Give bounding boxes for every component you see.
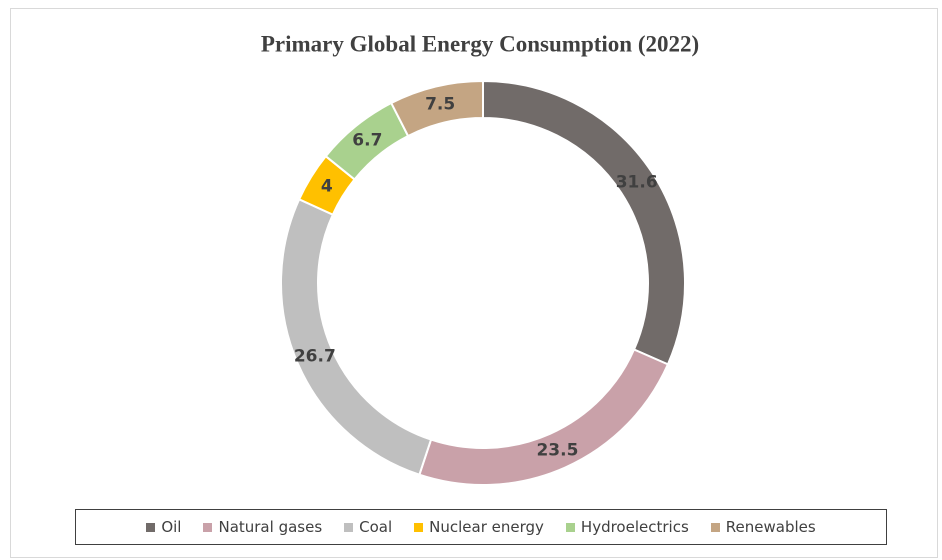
legend-item: Coal — [344, 518, 392, 536]
legend-swatch — [710, 522, 720, 532]
data-label: 26.7 — [294, 346, 336, 366]
legend-item: Natural gases — [203, 518, 322, 536]
legend-label: Natural gases — [218, 518, 323, 536]
legend: Oil Natural gases Coal Nuclear energy Hydroe… — [75, 509, 887, 545]
chart-title: Primary Global Energy Consumption (2022) — [261, 31, 699, 56]
legend-label: Nuclear energy — [429, 518, 544, 536]
doughnut-segment — [482, 79, 686, 366]
data-label: 7.5 — [425, 95, 455, 115]
legend-item: Renewables — [710, 518, 816, 536]
legend-swatch — [414, 522, 424, 532]
doughnut-segment — [418, 348, 670, 486]
data-label: 23.5 — [536, 441, 578, 461]
data-label: 31.6 — [616, 173, 658, 193]
legend-swatch — [565, 522, 575, 532]
legend-label: Oil — [161, 518, 182, 536]
chart-frame — [10, 8, 938, 558]
data-label: 4 — [321, 177, 333, 197]
legend-label: Coal — [359, 518, 393, 536]
data-label: 6.7 — [352, 131, 382, 151]
doughnut-segment — [389, 79, 484, 138]
doughnut-segment — [280, 197, 433, 476]
legend-swatch — [344, 522, 354, 532]
legend-swatch — [203, 522, 213, 532]
legend-item: Hydroelectrics — [565, 518, 689, 536]
legend-swatch — [146, 522, 156, 532]
legend-label: Hydroelectrics — [580, 518, 689, 536]
legend-item: Oil — [146, 518, 181, 536]
legend-item: Nuclear energy — [414, 518, 544, 536]
legend-label: Renewables — [725, 518, 816, 536]
